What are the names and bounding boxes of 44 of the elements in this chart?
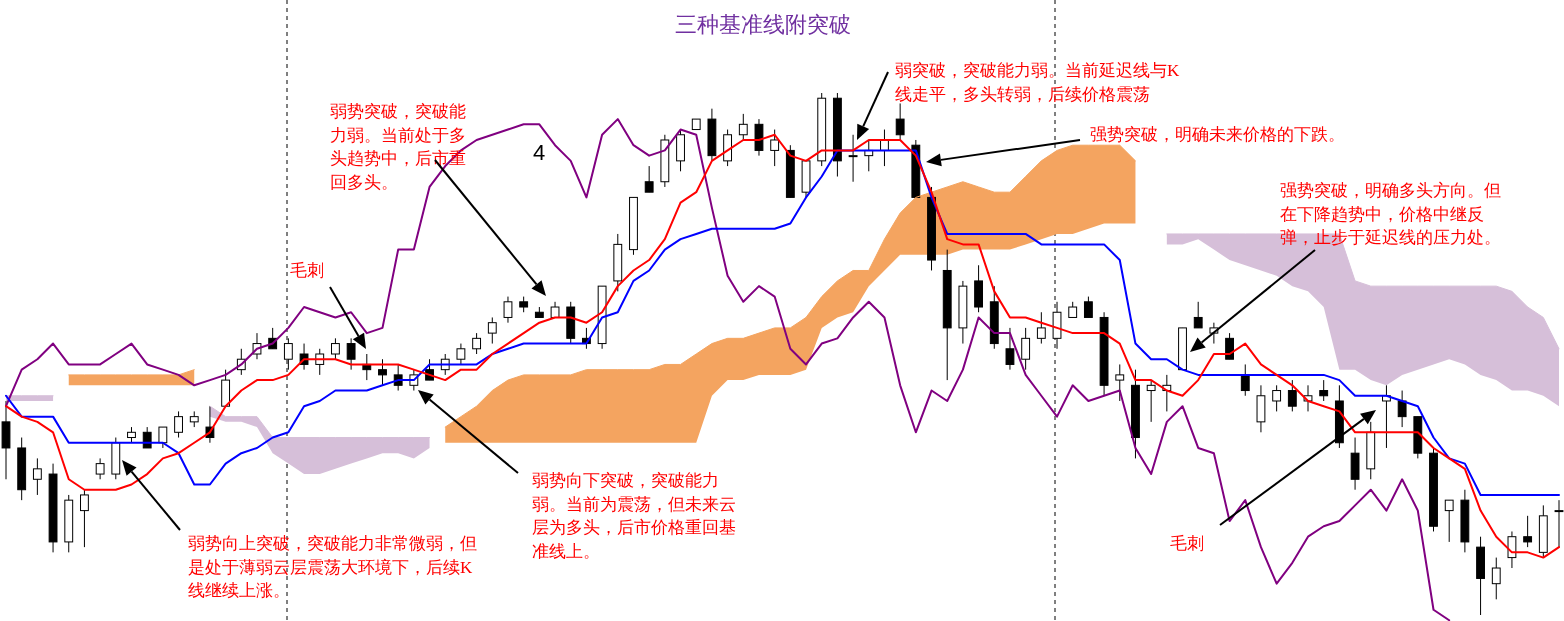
candlestick	[378, 358, 387, 386]
annotation: 毛刺	[290, 261, 324, 280]
candlestick	[738, 113, 748, 141]
candlestick	[1115, 363, 1125, 402]
candlestick	[158, 426, 168, 449]
annotation: 弱势向上突破，突破能力非常微弱，但是处于薄弱云层震荡大环境下，后续K线继续上涨。	[188, 534, 477, 600]
candlestick	[1021, 327, 1031, 371]
candlestick	[1397, 390, 1407, 428]
annotation: 弱势突破，突破能力弱。当前处于多头趋势中，后市重回多头。	[330, 102, 466, 192]
candlestick	[1083, 296, 1093, 318]
candlestick	[1005, 327, 1015, 371]
annotation: 强势突破，明确未来价格的下跌。	[1090, 125, 1345, 144]
candlestick	[1523, 515, 1533, 548]
candlestick	[331, 337, 340, 360]
candlestick	[32, 457, 42, 496]
candlestick	[1225, 332, 1234, 360]
candlestick	[848, 134, 858, 183]
candlestick	[472, 332, 482, 355]
annotation: 弱突破，突破能力弱。当前延迟线与K线走平，多头转弱，后续价格震荡	[895, 61, 1180, 104]
candlestick	[1272, 384, 1282, 412]
candlestick	[346, 337, 356, 371]
annotation: 毛刺	[1170, 534, 1204, 553]
candlestick	[1240, 363, 1250, 397]
candlestick	[503, 296, 513, 324]
chart-title: 三种基准线附突破	[675, 12, 851, 37]
candlestick	[487, 316, 497, 345]
candlestick	[1146, 379, 1156, 423]
candlestick	[1491, 557, 1501, 600]
candlestick	[1036, 311, 1046, 345]
candlestick	[1507, 530, 1517, 569]
annotation: 弱势向下突破，突破能力弱。当前为震荡，但未来云层为多头，后市价格重回基准线上。	[532, 471, 736, 561]
candlestick	[644, 165, 654, 193]
candlestick	[80, 489, 89, 548]
candlestick	[1193, 301, 1203, 329]
candlestick	[95, 457, 105, 480]
annotation: 4	[533, 140, 546, 165]
candlestick	[174, 410, 183, 439]
candlestick	[1319, 379, 1329, 402]
candlestick	[456, 343, 466, 365]
annotation: 强势突破，明确多头方向。但在下降趋势中，价格中继反弹，止步于延迟线的压力处。	[1280, 181, 1501, 247]
candlestick	[770, 129, 780, 167]
candlestick	[1287, 379, 1297, 412]
candlestick	[1444, 499, 1454, 543]
candlestick	[895, 102, 905, 141]
